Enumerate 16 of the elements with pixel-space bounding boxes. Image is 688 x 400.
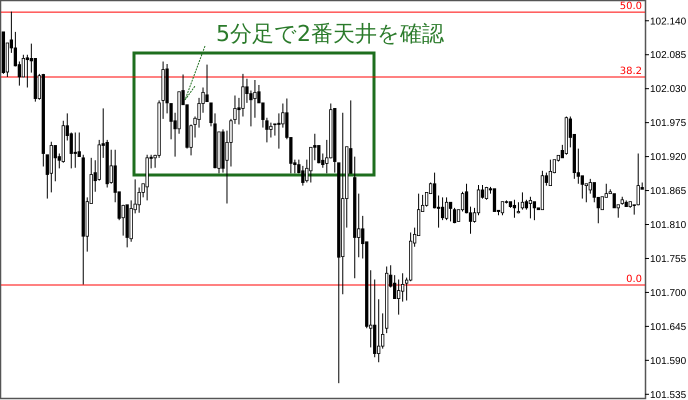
y-tick-label: 102.140 xyxy=(650,16,687,28)
y-tick-label: 101.700 xyxy=(650,288,687,299)
y-tick-label: 102.085 xyxy=(650,50,687,62)
y-tick-label: 101.535 xyxy=(650,390,687,400)
annotation: 0.0 xyxy=(626,274,642,286)
annotation: 38.2 xyxy=(620,66,642,77)
y-tick-label: 101.920 xyxy=(650,152,687,164)
y-tick-label: 101.590 xyxy=(650,356,687,367)
y-tick-label: 101.810 xyxy=(650,220,687,232)
y-tick-label: 101.975 xyxy=(650,118,687,130)
annotation: 5分足で2番天井を確認 xyxy=(216,22,444,47)
y-tick-label: 101.755 xyxy=(650,254,687,265)
annotation: 50.0 xyxy=(620,1,642,12)
y-tick-label: 102.030 xyxy=(650,84,687,96)
y-tick-label: 101.645 xyxy=(650,322,687,333)
y-tick-label: 101.865 xyxy=(650,186,687,198)
